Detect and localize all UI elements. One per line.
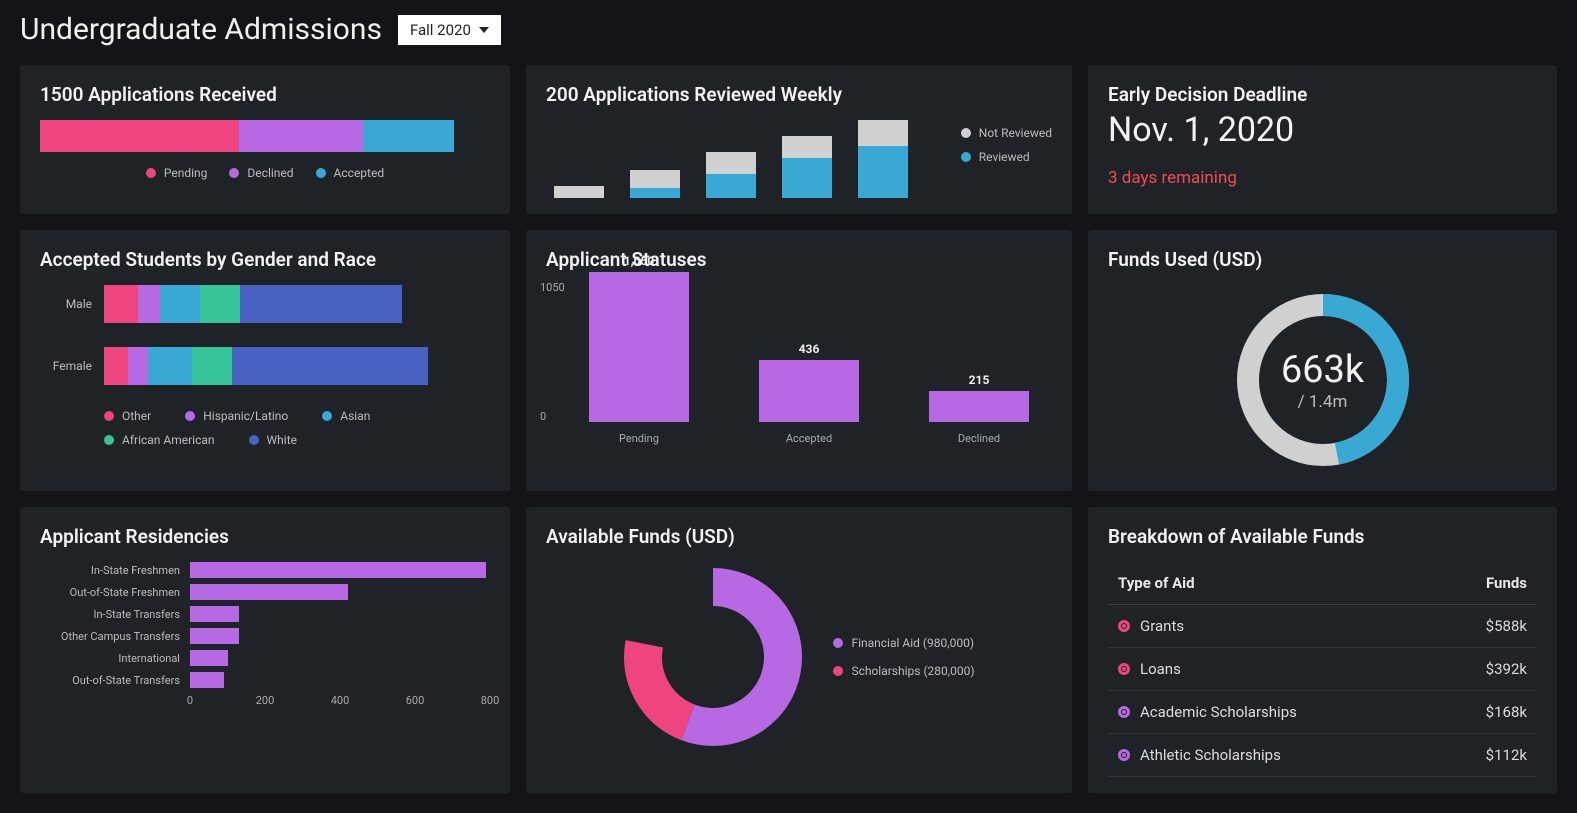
residency-row: Out-of-State Transfers: [40, 672, 490, 688]
gender-race-legend: Other Hispanic/Latino Asian African America…: [104, 409, 490, 447]
x-axis-tick: 400: [331, 694, 350, 707]
residency-row: International: [40, 650, 490, 666]
breakdown-table: Type of Aid Funds Grants$588kLoans$392kA…: [1108, 562, 1537, 777]
legend-item: Pending: [146, 166, 208, 180]
card-weekly-reviewed: 200 Applications Reviewed Weekly Not Rev…: [526, 65, 1072, 214]
chevron-down-icon: [479, 27, 489, 33]
legend-item: White: [249, 433, 297, 447]
y-axis-min: 0: [540, 410, 546, 423]
residency-row: In-State Freshmen: [40, 562, 490, 578]
gender-race-row: Male: [40, 285, 490, 323]
weekly-bar: [782, 136, 832, 198]
legend-item: Other: [104, 409, 151, 423]
card-title: Applicant Residencies: [40, 525, 490, 548]
gender-race-bar: [104, 347, 428, 385]
card-title: Accepted Students by Gender and Race: [40, 248, 490, 271]
page-title: Undergraduate Admissions: [20, 12, 382, 47]
col-type: Type of Aid: [1118, 574, 1195, 592]
residency-row: Out-of-State Freshmen: [40, 584, 490, 600]
card-deadline: Early Decision Deadline Nov. 1, 2020 3 d…: [1088, 65, 1557, 214]
legend-item: Accepted: [316, 166, 385, 180]
status-column: 215Declined: [924, 373, 1034, 445]
status-bars: 1,050Pending436Accepted215Declined: [566, 285, 1052, 445]
x-axis-tick: 0: [187, 694, 193, 707]
card-title: Available Funds (USD): [546, 525, 1052, 548]
table-row: Academic Scholarships$168k: [1108, 691, 1537, 734]
card-applications-received: 1500 Applications Received Pending Declin…: [20, 65, 510, 214]
gender-race-row: Female: [40, 347, 490, 385]
available-funds-legend: Financial Aid (980,000) Scholarships (280…: [833, 636, 974, 678]
legend-item: Financial Aid (980,000): [833, 636, 974, 650]
legend-not-reviewed: Not Reviewed: [979, 126, 1052, 140]
table-header: Type of Aid Funds: [1108, 562, 1537, 605]
legend-item: Asian: [322, 409, 370, 423]
legend-reviewed: Reviewed: [979, 150, 1030, 164]
funds-used-value: 663k: [1281, 348, 1364, 392]
card-title: Breakdown of Available Funds: [1108, 525, 1537, 548]
applications-segment: [239, 120, 363, 152]
applications-stacked-bar: [40, 120, 454, 152]
weekly-bar: [554, 186, 604, 198]
card-funds-used: Funds Used (USD) 663k / 1.4m: [1088, 230, 1557, 491]
funds-used-total: / 1.4m: [1298, 392, 1348, 412]
applications-legend: Pending Declined Accepted: [40, 166, 490, 180]
residency-row: Other Campus Transfers: [40, 628, 490, 644]
weekly-bars: [546, 120, 941, 198]
legend-item: Scholarships (280,000): [833, 664, 974, 678]
weekly-bar: [706, 152, 756, 198]
status-column: 436Accepted: [754, 342, 864, 445]
x-axis-tick: 600: [406, 694, 425, 707]
term-picker-label: Fall 2020: [410, 21, 471, 39]
gender-race-label: Female: [40, 359, 92, 373]
page-header: Undergraduate Admissions Fall 2020: [20, 12, 1557, 47]
table-row: Athletic Scholarships$112k: [1108, 734, 1537, 777]
applications-segment: [40, 120, 239, 152]
x-axis-tick: 800: [481, 694, 500, 707]
weekly-legend: Not Reviewed Reviewed: [961, 120, 1052, 198]
available-funds-donut: [623, 567, 803, 747]
weekly-bar: [630, 170, 680, 198]
deadline-date: Nov. 1, 2020: [1108, 110, 1537, 150]
card-title: 200 Applications Reviewed Weekly: [546, 83, 1052, 106]
card-breakdown: Breakdown of Available Funds Type of Aid…: [1088, 507, 1557, 793]
legend-item: Declined: [229, 166, 293, 180]
legend-item: African American: [104, 433, 215, 447]
deadline-remaining: 3 days remaining: [1108, 168, 1537, 188]
gender-race-bar: [104, 285, 402, 323]
funds-used-donut: 663k / 1.4m: [1233, 290, 1413, 470]
y-axis-max: 1050: [540, 281, 565, 294]
deadline-title: Early Decision Deadline: [1108, 83, 1537, 106]
residency-row: In-State Transfers: [40, 606, 490, 622]
table-row: Grants$588k: [1108, 605, 1537, 648]
card-applicant-statuses: Applicant Statuses 1050 1,050Pending436A…: [526, 230, 1072, 491]
applications-segment: [363, 120, 454, 152]
card-title: Funds Used (USD): [1108, 248, 1537, 271]
card-title: 1500 Applications Received: [40, 83, 490, 106]
term-picker[interactable]: Fall 2020: [398, 15, 501, 45]
card-residencies: Applicant Residencies In-State Freshmen O…: [20, 507, 510, 793]
x-axis-tick: 200: [256, 694, 275, 707]
status-column: 1,050Pending: [584, 254, 694, 445]
weekly-bar: [858, 120, 908, 198]
gender-race-label: Male: [40, 297, 92, 311]
table-row: Loans$392k: [1108, 648, 1537, 691]
col-funds: Funds: [1486, 574, 1527, 592]
card-available-funds: Available Funds (USD) Financial Aid (980…: [526, 507, 1072, 793]
legend-item: Hispanic/Latino: [185, 409, 288, 423]
residencies-x-axis: 0200400600800: [190, 694, 490, 710]
card-gender-race: Accepted Students by Gender and Race Mal…: [20, 230, 510, 491]
